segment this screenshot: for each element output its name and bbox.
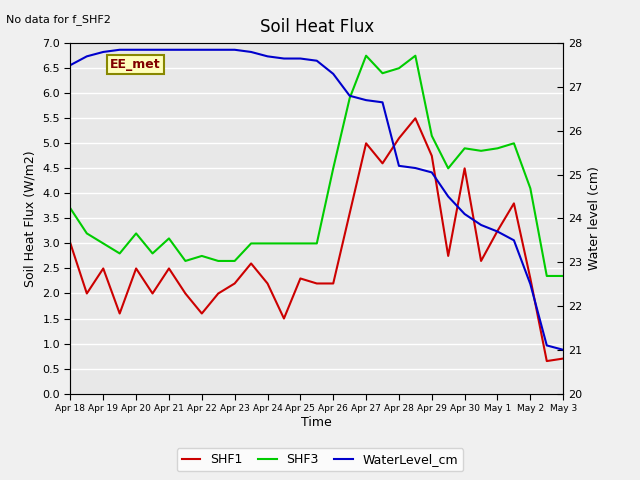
Text: EE_met: EE_met bbox=[110, 58, 161, 71]
Y-axis label: Water level (cm): Water level (cm) bbox=[588, 167, 601, 270]
X-axis label: Time: Time bbox=[301, 416, 332, 429]
Text: No data for f_SHF2: No data for f_SHF2 bbox=[6, 14, 111, 25]
Y-axis label: Soil Heat Flux (W/m2): Soil Heat Flux (W/m2) bbox=[24, 150, 36, 287]
Title: Soil Heat Flux: Soil Heat Flux bbox=[260, 18, 374, 36]
Legend: SHF1, SHF3, WaterLevel_cm: SHF1, SHF3, WaterLevel_cm bbox=[177, 448, 463, 471]
